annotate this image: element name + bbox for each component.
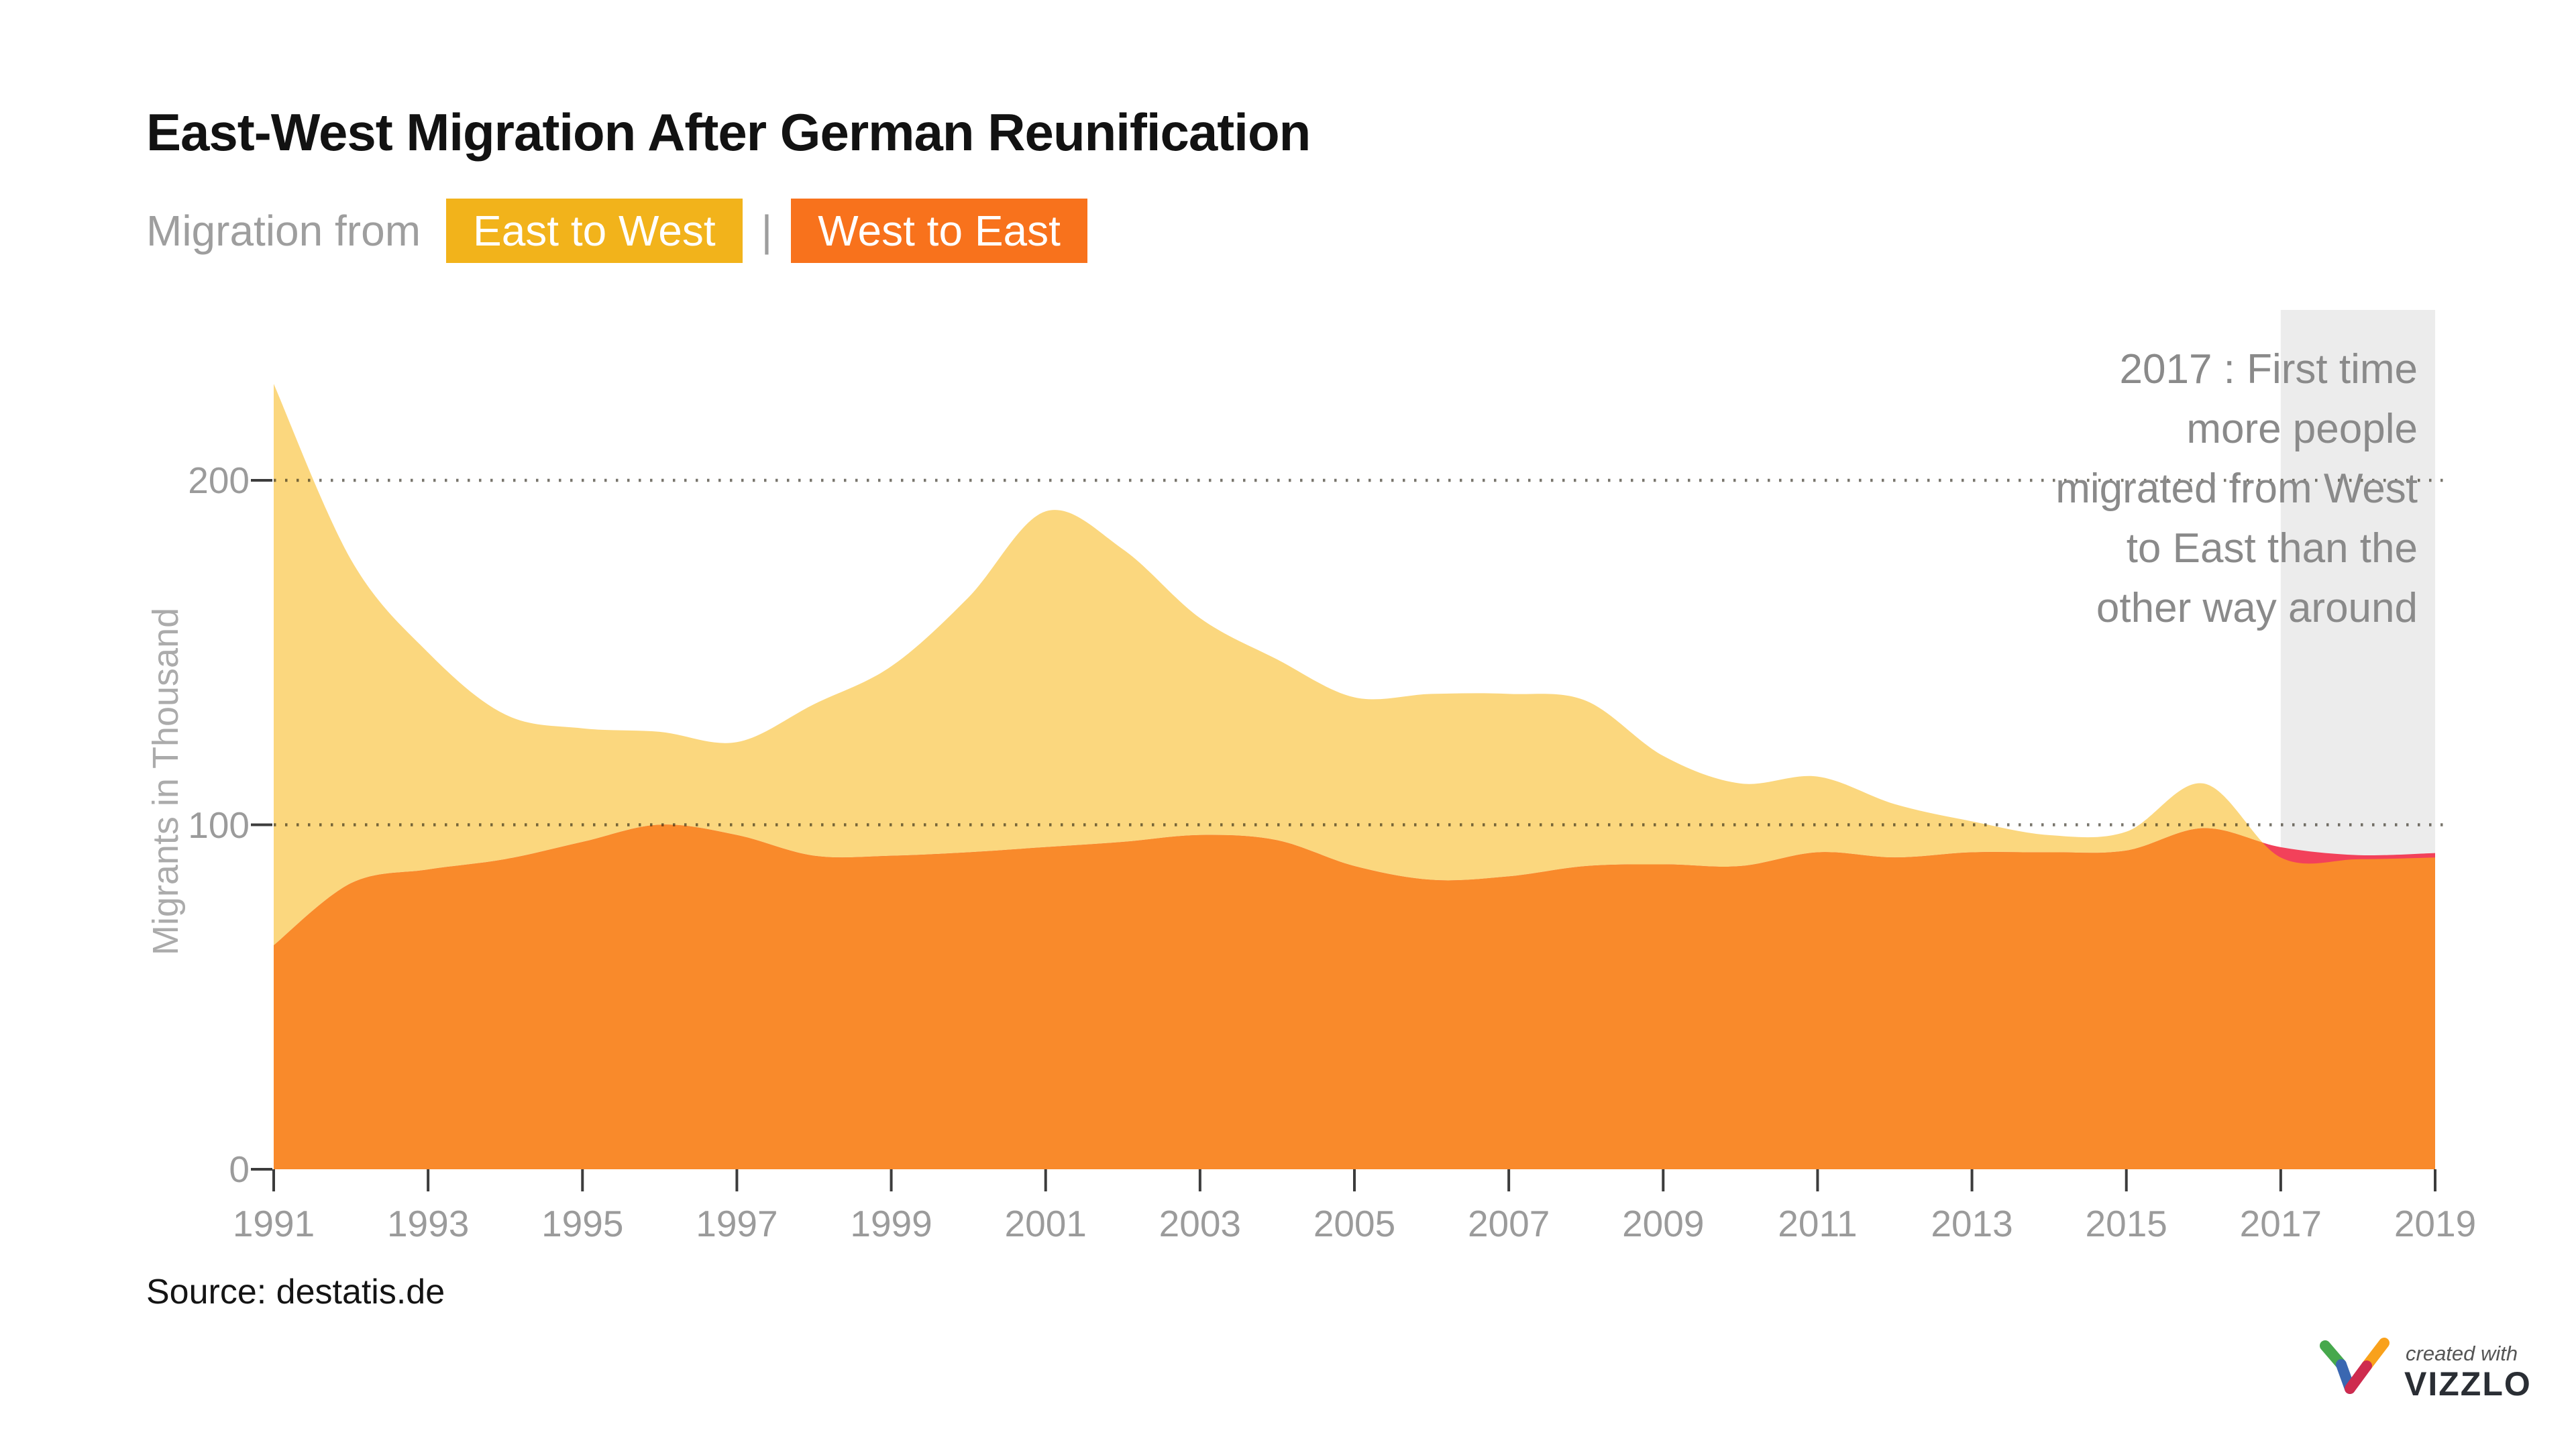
page-title: East-West Migration After German Reunifi… — [146, 103, 1311, 162]
vizzlo-credit: created with VIZZLO — [2313, 1336, 2534, 1410]
x-tick-label-2011: 2011 — [1778, 1203, 1858, 1244]
annotation-line: other way around — [2096, 585, 2418, 631]
annotation-line: more people — [2186, 406, 2418, 452]
annotation-line: migrated from West — [2055, 466, 2418, 512]
legend-chip-west-to-east: West to East — [791, 199, 1087, 263]
y-tick-label-100: 100 — [188, 804, 250, 846]
annotation-2017: 2017 : First time more people migrated f… — [2055, 339, 2418, 638]
x-tick-label-2013: 2013 — [1931, 1203, 2013, 1244]
annotation-line: to East than the — [2126, 525, 2418, 572]
vizzlo-brand: VIZZLO — [2404, 1365, 2532, 1403]
x-tick-label-1991: 1991 — [232, 1203, 315, 1244]
x-tick-label-1997: 1997 — [696, 1203, 778, 1244]
y-tick-label-0: 0 — [229, 1148, 250, 1190]
area-west-to-east — [274, 824, 2435, 1169]
x-tick-label-2003: 2003 — [1159, 1203, 1242, 1244]
y-tick-label-200: 200 — [188, 460, 250, 501]
legend-separator: | — [761, 207, 773, 255]
x-tick-label-2015: 2015 — [2085, 1203, 2167, 1244]
y-axis-label: Migrants in Thousand — [146, 607, 186, 956]
x-tick-label-1995: 1995 — [541, 1203, 624, 1244]
annotation-line: 2017 : First time — [2119, 346, 2418, 392]
legend-chip-east-to-west: East to West — [446, 199, 743, 263]
vizzlo-logo-icon — [2320, 1338, 2390, 1394]
x-tick-label-2009: 2009 — [1622, 1203, 1705, 1244]
x-tick-label-2005: 2005 — [1313, 1203, 1396, 1244]
x-tick-label-2019: 2019 — [2394, 1203, 2477, 1244]
source-text: Source: destatis.de — [146, 1273, 445, 1311]
subtitle-prefix: Migration from — [146, 207, 421, 255]
x-tick-label-2017: 2017 — [2239, 1203, 2322, 1244]
vizzlo-created-with: created with — [2406, 1342, 2518, 1365]
x-tick-label-1993: 1993 — [386, 1203, 470, 1244]
x-tick-label-2001: 2001 — [1004, 1203, 1087, 1244]
x-tick-label-2007: 2007 — [1467, 1203, 1550, 1244]
subtitle: Migration from East to West | West to Ea… — [146, 199, 1087, 263]
x-tick-label-1999: 1999 — [850, 1203, 932, 1244]
